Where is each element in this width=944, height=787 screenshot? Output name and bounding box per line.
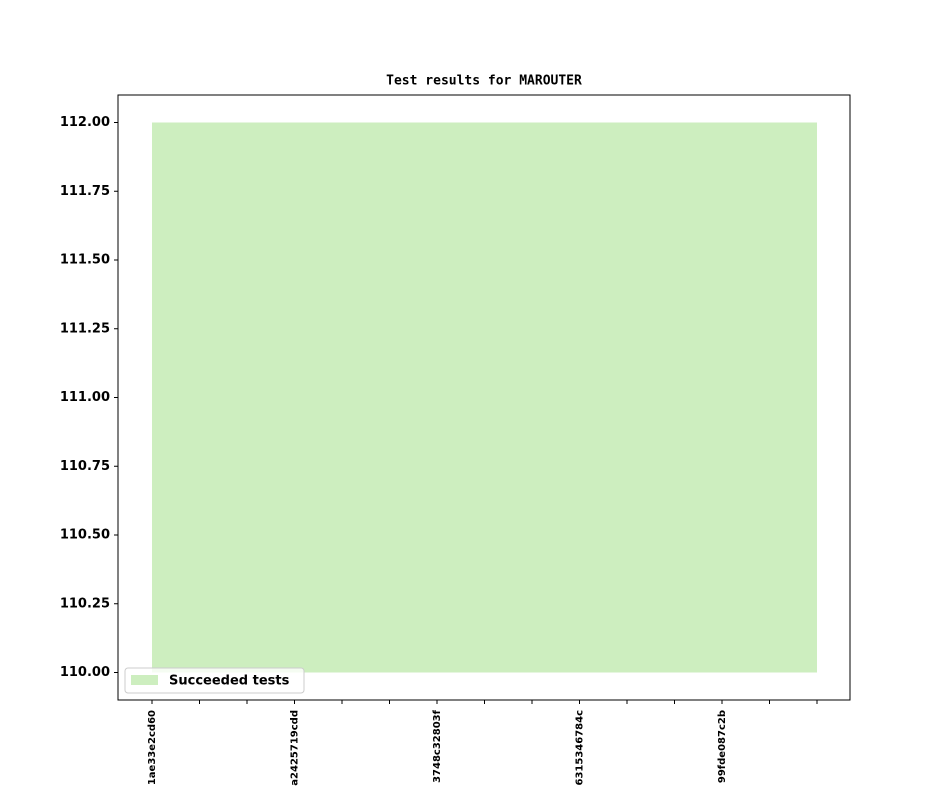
y-tick-label: 110.25 xyxy=(60,596,110,611)
y-tick-label: 111.00 xyxy=(60,390,110,405)
x-tick-label: 99fde087c2b xyxy=(717,710,728,783)
legend-label: Succeeded tests xyxy=(169,674,290,689)
legend: Succeeded tests xyxy=(124,667,305,694)
y-tick-label: 110.50 xyxy=(60,528,110,543)
y-tick-label: 110.00 xyxy=(60,665,110,680)
y-tick-label: 112.00 xyxy=(60,115,110,130)
chart-title: Test results for MAROUTER xyxy=(386,74,582,89)
legend-swatch xyxy=(131,675,158,685)
legend-frame xyxy=(124,667,305,694)
x-tick-label: 6315346784c xyxy=(575,710,586,786)
y-tick-label: 111.50 xyxy=(60,253,110,268)
area xyxy=(152,122,817,673)
x-tick-label: a2425719cdd xyxy=(290,710,301,786)
y-tick-label: 111.75 xyxy=(60,184,110,199)
y-tick-label: 111.25 xyxy=(60,321,110,336)
x-tick-label: 1ae33e2cd60 xyxy=(147,710,158,785)
y-tick-label: 110.75 xyxy=(60,459,110,474)
x-tick-label: 3748c32803f xyxy=(432,709,443,783)
